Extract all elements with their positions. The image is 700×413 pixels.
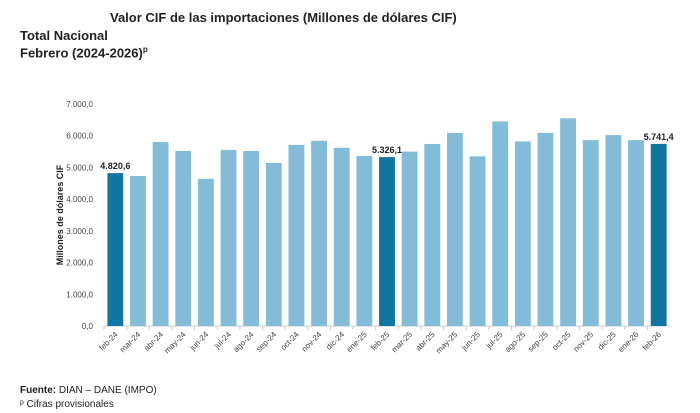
x-tick-label: ago-25 [503, 330, 527, 354]
period-text: Febrero (2024-2026) [20, 45, 143, 61]
bar-nov-24 [311, 140, 328, 326]
x-tick-label: nov-25 [572, 330, 596, 354]
x-tick-label: dic-24 [324, 330, 346, 352]
bar-nov-25 [582, 140, 599, 326]
y-tick-label: 2.000,0 [66, 259, 93, 268]
bar-mar-24 [130, 175, 146, 326]
data-label: 5.741,4 [644, 132, 674, 142]
bar-mar-25 [401, 151, 418, 326]
bar-ago-24 [243, 150, 260, 326]
bar-may-25 [446, 132, 463, 326]
bar-oct-25 [560, 118, 577, 327]
bar-ene-26 [628, 140, 644, 326]
x-tick-label: jun-25 [459, 330, 482, 353]
y-tick-label: 5.000,0 [66, 163, 93, 172]
bar-feb-25 [379, 157, 395, 326]
chart-title: Valor CIF de las importaciones (Millones… [110, 10, 457, 25]
y-tick-label: 3.000,0 [66, 227, 93, 236]
y-tick-label: 6.000,0 [66, 132, 93, 141]
bar-feb-26 [650, 143, 667, 326]
x-tick-label: may-24 [162, 330, 188, 356]
y-tick-label: 1.000,0 [66, 290, 93, 299]
bar-abr-24 [152, 142, 169, 326]
bar-sep-25 [537, 132, 554, 326]
provisional-mark: p [142, 45, 148, 54]
bar-jul-25 [492, 121, 509, 326]
x-tick-label: jul-25 [484, 330, 505, 351]
data-label: 5.326,1 [372, 145, 402, 155]
bar-dic-25 [605, 135, 622, 326]
chart-subtitle-region: Total Nacional [20, 28, 108, 43]
source-note: Fuente: DIAN – DANE (IMPO) [20, 385, 157, 396]
x-tick-label: ene-25 [345, 330, 369, 354]
bar-ago-25 [514, 141, 531, 326]
source-text: DIAN – DANE (IMPO) [56, 385, 157, 396]
x-tick-label: dic-25 [596, 330, 618, 352]
bar-ene-25 [356, 156, 373, 326]
y-tick-label: 4.000,0 [66, 195, 93, 204]
y-axis-label: Millones de dólares CIF [55, 164, 65, 265]
x-tick-label: feb-25 [369, 330, 392, 353]
x-tick-label: jul-24 [212, 330, 233, 351]
bar-jun-24 [197, 178, 214, 326]
x-tick-label: mar-24 [118, 330, 143, 355]
y-tick-label: 0,0 [82, 322, 94, 331]
x-tick-label: sep-24 [255, 330, 279, 354]
x-tick-label: mar-25 [390, 330, 415, 355]
bar-sep-24 [265, 162, 282, 326]
x-tick-label: nov-24 [300, 330, 324, 354]
bar-oct-24 [288, 144, 305, 326]
x-tick-label: oct-25 [550, 330, 572, 352]
x-tick-label: oct-24 [279, 330, 301, 352]
provisional-note: ᵖ Cifras provisionales [20, 399, 114, 410]
x-tick-label: feb-24 [97, 330, 120, 353]
source-label: Fuente: [20, 385, 57, 396]
bar-dic-24 [333, 147, 350, 326]
x-tick-label: may-25 [434, 330, 460, 356]
x-tick-label: ene-26 [616, 330, 640, 354]
bar-jul-24 [220, 149, 237, 326]
bar-may-24 [175, 150, 192, 326]
x-tick-label: feb-26 [641, 330, 664, 353]
bar-feb-24 [107, 173, 124, 326]
bar-jun-25 [469, 156, 486, 326]
data-label: 4.820,6 [100, 161, 130, 171]
x-tick-label: sep-25 [526, 330, 550, 354]
y-tick-label: 7.000,0 [66, 100, 93, 109]
bar-abr-25 [424, 143, 441, 326]
x-tick-label: jun-24 [187, 330, 210, 353]
x-tick-label: ago-24 [232, 330, 256, 354]
chart-subtitle-period: Febrero (2024-2026)p [20, 45, 148, 60]
